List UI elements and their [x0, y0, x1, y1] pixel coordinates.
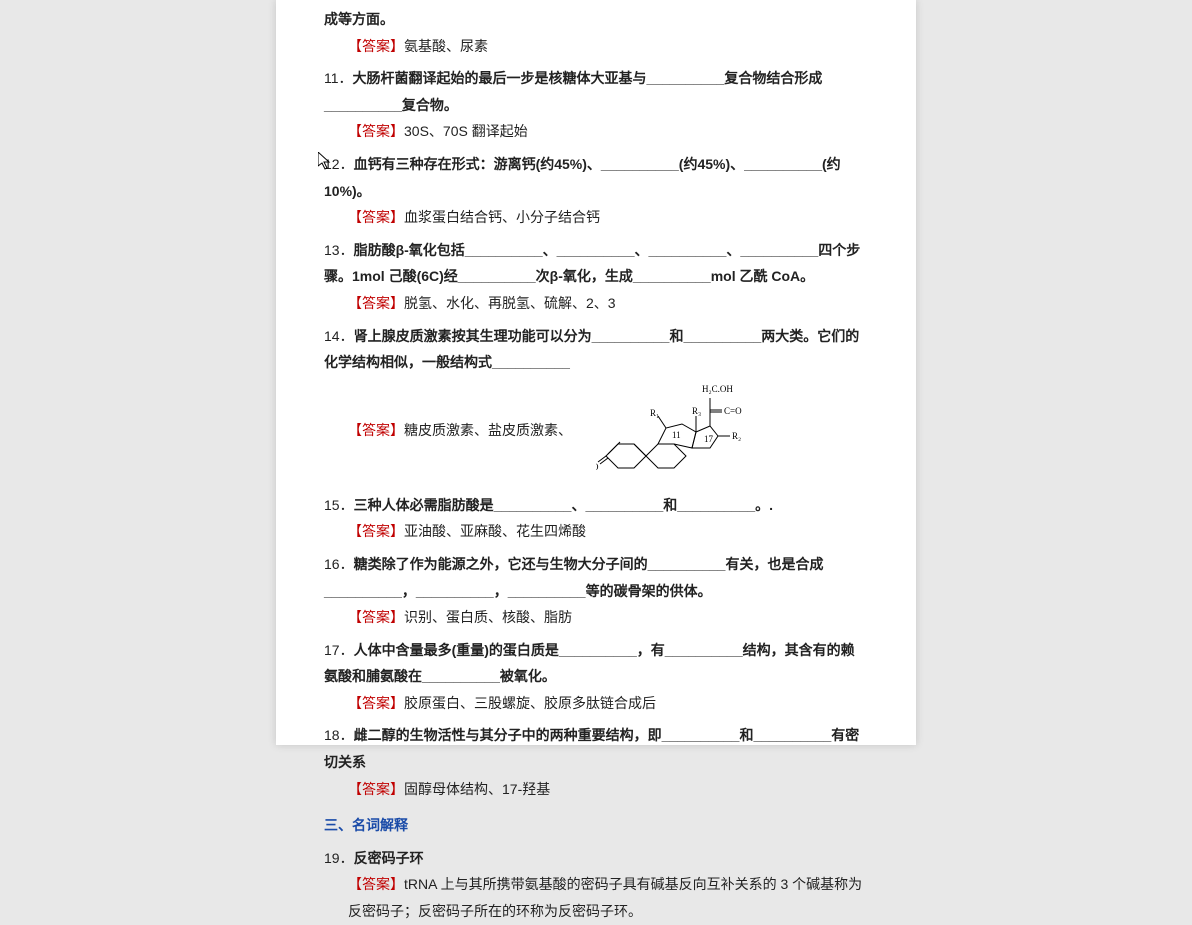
q11-num: 11． [324, 70, 353, 86]
q15-num: 15． [324, 497, 354, 513]
q11-text: 大肠杆菌翻译起始的最后一步是核糖体大亚基与__________复合物结合形成__… [324, 70, 822, 113]
q12-num: 12． [324, 156, 354, 172]
answer-label: 【答案】 [348, 876, 404, 892]
q13-num: 13． [324, 242, 354, 258]
q18-num: 18． [324, 727, 354, 743]
q12-answer: 血浆蛋白结合钙、小分子结合钙 [404, 209, 600, 225]
q17-num: 17． [324, 642, 354, 658]
steroid-structure-diagram: H₂C.OH C=O R₁ R₃ R₂ 11 17 O [596, 376, 756, 486]
q10-answer-line: 【答案】氨基酸、尿素 [324, 33, 868, 60]
answer-label: 【答案】 [348, 209, 404, 225]
q13: 13．脂肪酸β-氧化包括__________、__________、______… [324, 237, 868, 290]
answer-label: 【答案】 [348, 781, 404, 797]
q14-answer-structure-row: 【答案】糖皮质激素、盐皮质激素、 [324, 376, 868, 486]
q16-answer-line: 【答案】识别、蛋白质、核酸、脂肪 [324, 604, 868, 631]
q17-answer-line: 【答案】胶原蛋白、三股螺旋、胶原多肽链合成后 [324, 690, 868, 717]
answer-label: 【答案】 [348, 695, 404, 711]
q19: 19．反密码子环 [324, 845, 868, 872]
q15-answer-line: 【答案】亚油酸、亚麻酸、花生四烯酸 [324, 518, 868, 545]
q16-num: 16． [324, 556, 354, 572]
label-r2: R₂ [732, 431, 741, 441]
section-3-title: 三、名词解释 [324, 812, 868, 839]
q12: 12．血钙有三种存在形式：游离钙(约45%)、__________(约45%)、… [324, 151, 868, 204]
q17-answer: 胶原蛋白、三股螺旋、胶原多肽链合成后 [404, 695, 656, 711]
label-h2coh: H₂C.OH [702, 384, 733, 394]
q15-text: 三种人体必需脂肪酸是__________、__________和________… [354, 497, 773, 513]
q13-answer-line: 【答案】脱氢、水化、再脱氢、硫解、2、3 [324, 290, 868, 317]
q12-answer-line: 【答案】血浆蛋白结合钙、小分子结合钙 [324, 204, 868, 231]
answer-label: 【答案】 [348, 523, 404, 539]
q14-text: 肾上腺皮质激素按其生理功能可以分为__________和__________两大… [324, 328, 859, 371]
q19-num: 19． [324, 850, 354, 866]
q19-answer: tRNA 上与其所携带氨基酸的密码子具有碱基反向互补关系的 3 个碱基称为反密码… [348, 876, 862, 919]
q18: 18．雌二醇的生物活性与其分子中的两种重要结构，即__________和____… [324, 722, 868, 775]
q17-text: 人体中含量最多(重量)的蛋白质是__________，有__________结构… [324, 642, 855, 685]
q19-text: 反密码子环 [354, 850, 424, 866]
label-r3: R₃ [692, 406, 701, 416]
document-page: 成等方面。 【答案】氨基酸、尿素 11．大肠杆菌翻译起始的最后一步是核糖体大亚基… [276, 0, 916, 745]
q14-answer: 糖皮质激素、盐皮质激素、 [404, 422, 572, 438]
q18-answer: 固醇母体结构、17-羟基 [404, 781, 550, 797]
q11-answer-line: 【答案】30S、70S 翻译起始 [324, 118, 868, 145]
q16-text: 糖类除了作为能源之外，它还与生物大分子间的__________有关，也是合成__… [324, 556, 823, 599]
q11: 11．大肠杆菌翻译起始的最后一步是核糖体大亚基与__________复合物结合形… [324, 65, 868, 118]
q13-text: 脂肪酸β-氧化包括__________、__________、_________… [324, 242, 860, 285]
q14-num: 14． [324, 328, 354, 344]
label-17: 17 [704, 434, 714, 444]
label-co: C=O [724, 406, 742, 416]
q10-answer: 氨基酸、尿素 [404, 38, 488, 54]
q14: 14．肾上腺皮质激素按其生理功能可以分为__________和_________… [324, 323, 868, 376]
q15-answer: 亚油酸、亚麻酸、花生四烯酸 [404, 523, 586, 539]
label-r1: R₁ [650, 408, 659, 418]
q13-answer: 脱氢、水化、再脱氢、硫解、2、3 [404, 295, 616, 311]
q16-answer: 识别、蛋白质、核酸、脂肪 [404, 609, 572, 625]
answer-label: 【答案】 [348, 609, 404, 625]
q18-text: 雌二醇的生物活性与其分子中的两种重要结构，即__________和_______… [324, 727, 859, 770]
answer-label: 【答案】 [348, 123, 404, 139]
intro-text: 成等方面。 [324, 11, 394, 27]
q14-answer-block: 【答案】糖皮质激素、盐皮质激素、 [348, 417, 572, 444]
q17: 17．人体中含量最多(重量)的蛋白质是__________，有_________… [324, 637, 868, 690]
label-o: O [596, 462, 599, 472]
q19-answer-line: 【答案】tRNA 上与其所携带氨基酸的密码子具有碱基反向互补关系的 3 个碱基称… [324, 871, 868, 924]
q12-text: 血钙有三种存在形式：游离钙(约45%)、__________(约45%)、___… [324, 156, 841, 199]
q18-answer-line: 【答案】固醇母体结构、17-羟基 [324, 776, 868, 803]
answer-label: 【答案】 [348, 38, 404, 54]
q15: 15．三种人体必需脂肪酸是__________、__________和_____… [324, 492, 868, 519]
answer-label: 【答案】 [348, 295, 404, 311]
intro-tail: 成等方面。 [324, 6, 868, 33]
answer-label: 【答案】 [348, 422, 404, 438]
q11-answer: 30S、70S 翻译起始 [404, 123, 528, 139]
label-11: 11 [672, 430, 681, 440]
q16: 16．糖类除了作为能源之外，它还与生物大分子间的__________有关，也是合… [324, 551, 868, 604]
